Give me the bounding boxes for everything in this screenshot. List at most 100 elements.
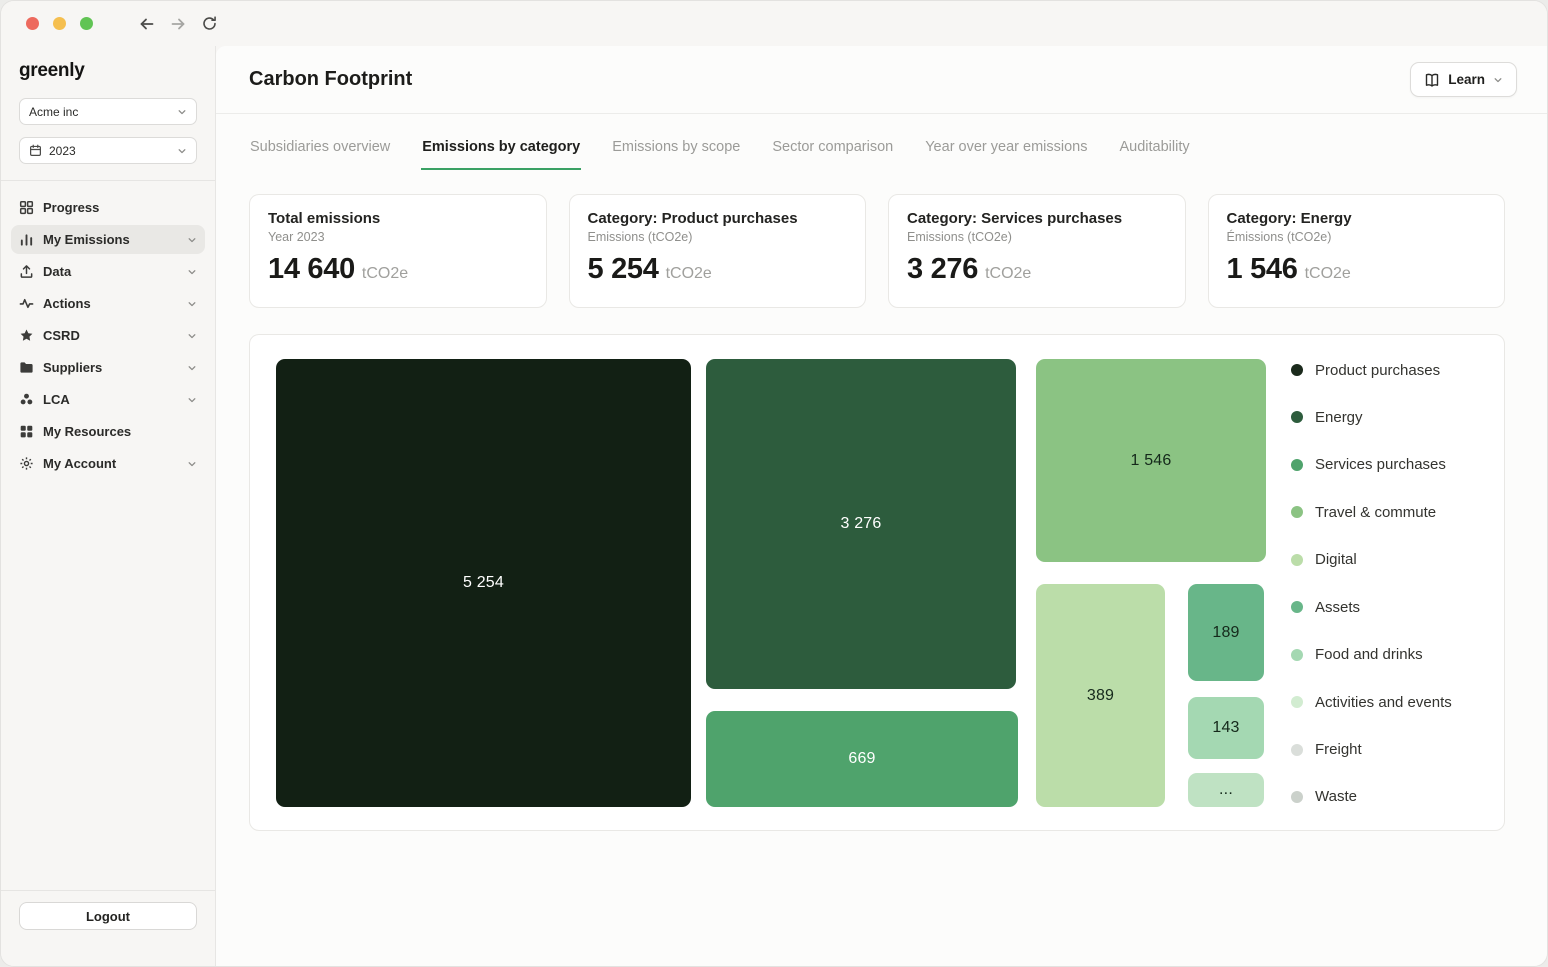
stat-card-category-product-purchases: Category: Product purchases Emissions (tC… — [568, 194, 866, 308]
treemap-block[interactable]: 389 — [1036, 584, 1165, 807]
legend-dot-icon — [1291, 364, 1303, 376]
sidebar-item-my-resources[interactable]: My Resources — [11, 417, 205, 446]
legend-dot-icon — [1291, 743, 1303, 756]
sidebar-item-progress[interactable]: Progress — [11, 193, 205, 222]
logout-button[interactable]: Logout — [19, 902, 197, 930]
refresh-icon[interactable] — [199, 14, 219, 34]
page-title: Carbon Footprint — [249, 68, 413, 90]
learn-button[interactable]: Learn — [1410, 62, 1517, 97]
learn-button-label: Learn — [1448, 72, 1485, 87]
legend-item-services-purchases: Services purchases — [1291, 455, 1452, 475]
sidebar-item-data[interactable]: Data — [11, 257, 205, 286]
chevron-down-icon — [187, 235, 197, 245]
sidebar-item-label: Actions — [43, 296, 91, 311]
legend-label: Assets — [1315, 598, 1361, 616]
sidebar-item-lca[interactable]: LCA — [11, 385, 205, 414]
tab-sector-comparison[interactable]: Sector comparison — [771, 139, 894, 170]
legend-dot-icon — [1291, 553, 1303, 566]
company-selector-value: Acme inc — [29, 104, 79, 119]
sidebar-item-label: CSRD — [43, 328, 80, 343]
sidebar: greenly Acme inc 2023 Progress My Emissio… — [1, 46, 216, 966]
legend-label: Activities and events — [1315, 693, 1452, 711]
chevron-down-icon — [187, 267, 197, 277]
sidebar-item-actions[interactable]: Actions — [11, 289, 205, 318]
sidebar-divider — [1, 180, 215, 181]
bar-chart-icon — [19, 232, 34, 247]
sidebar-item-my-account[interactable]: My Account — [11, 449, 205, 478]
stat-card-value: 3 276 tCO2e — [907, 253, 1032, 285]
legend-item-food-and-drinks: Food and drinks — [1291, 645, 1452, 665]
leaf-clover-icon — [19, 392, 34, 407]
treemap-block[interactable]: 189 — [1188, 584, 1264, 681]
window-minimize-button[interactable] — [53, 17, 66, 30]
stat-card-value: 14 640 tCO2e — [268, 253, 409, 285]
sidebar-item-csrd[interactable]: CSRD — [11, 321, 205, 350]
chart-legend: Product purchases Energy Services purchase… — [1291, 359, 1452, 807]
greenly-logo: greenly — [19, 60, 85, 81]
legend-item-travel-commute: Travel & commute — [1291, 502, 1452, 522]
tab-year-over-year-emissions[interactable]: Year over year emissions — [924, 139, 1088, 170]
tab-emissions-by-scope[interactable]: Emissions by scope — [611, 139, 741, 170]
star-icon — [19, 328, 34, 343]
year-selector[interactable]: 2023 — [19, 137, 197, 164]
sidebar-item-label: LCA — [43, 392, 70, 407]
chevron-down-icon — [177, 146, 187, 156]
legend-item-freight: Freight — [1291, 740, 1452, 760]
chevron-down-icon — [177, 107, 187, 117]
stat-card-title: Category: Energy — [1226, 210, 1352, 227]
tab-auditability[interactable]: Auditability — [1118, 139, 1190, 170]
chevron-down-icon — [187, 363, 197, 373]
tab-emissions-by-category[interactable]: Emissions by category — [421, 139, 582, 170]
stat-card-total-emissions: Total emissions Year 2023 14 640 tCO2e — [249, 194, 547, 308]
treemap-block[interactable]: ... — [1188, 773, 1264, 807]
sidebar-item-my-emissions[interactable]: My Emissions — [11, 225, 205, 254]
treemap-block[interactable]: 3 276 — [706, 359, 1016, 689]
stat-card-value: 5 254 tCO2e — [587, 253, 712, 285]
legend-label: Product purchases — [1315, 361, 1441, 379]
back-icon[interactable] — [137, 14, 157, 34]
gear-icon — [19, 456, 34, 471]
tab-subsidiaries-overview[interactable]: Subsidiaries overview — [249, 139, 391, 170]
treemap-block[interactable]: 5 254 — [276, 359, 691, 807]
sidebar-item-label: Data — [43, 264, 72, 279]
stat-card-title: Category: Services purchases — [907, 210, 1123, 227]
tab-bar: Subsidiaries overview Emissions by catego… — [249, 139, 1517, 170]
legend-item-digital: Digital — [1291, 550, 1452, 570]
browser-nav-buttons — [137, 14, 219, 34]
company-selector[interactable]: Acme inc — [19, 98, 197, 125]
legend-label: Freight — [1315, 741, 1362, 758]
stat-card-value: 1 546 tCO2e — [1226, 253, 1351, 285]
folder-icon — [19, 360, 34, 375]
sidebar-bottom-divider — [1, 890, 215, 891]
legend-dot-icon — [1291, 648, 1303, 661]
legend-item-energy: Energy — [1291, 407, 1452, 427]
chevron-down-icon — [187, 299, 197, 309]
treemap-block[interactable]: 143 — [1188, 697, 1264, 759]
forward-icon[interactable] — [168, 14, 188, 34]
legend-dot-icon — [1291, 458, 1303, 471]
stat-card-title: Category: Product purchases — [587, 210, 798, 227]
chevron-down-icon — [187, 331, 197, 341]
legend-label: Food and drinks — [1315, 646, 1423, 664]
window-zoom-button[interactable] — [80, 17, 93, 30]
legend-item-product-purchases: Product purchases — [1291, 360, 1452, 380]
resources-grid-icon — [19, 424, 34, 439]
treemap-block[interactable]: 1 546 — [1036, 359, 1266, 562]
book-icon — [1424, 72, 1440, 88]
legend-dot-icon — [1291, 411, 1303, 424]
window-close-button[interactable] — [26, 17, 39, 30]
sidebar-item-suppliers[interactable]: Suppliers — [11, 353, 205, 382]
legend-label: Energy — [1315, 408, 1363, 426]
stat-card-title: Total emissions — [268, 210, 381, 227]
treemap-block-value: ... — [1219, 781, 1233, 798]
sidebar-item-label: Progress — [43, 200, 100, 215]
sidebar-item-label: My Resources — [43, 424, 132, 439]
legend-dot-icon — [1291, 506, 1303, 519]
legend-item-assets: Assets — [1291, 597, 1452, 617]
stat-cards-row: Total emissions Year 2023 14 640 tCO2e Categ… — [249, 194, 1505, 308]
sidebar-item-label: My Account — [43, 456, 117, 471]
legend-label: Digital — [1315, 551, 1357, 569]
treemap-block[interactable]: 669 — [706, 711, 1018, 807]
treemap-block-value: 189 — [1212, 623, 1240, 641]
